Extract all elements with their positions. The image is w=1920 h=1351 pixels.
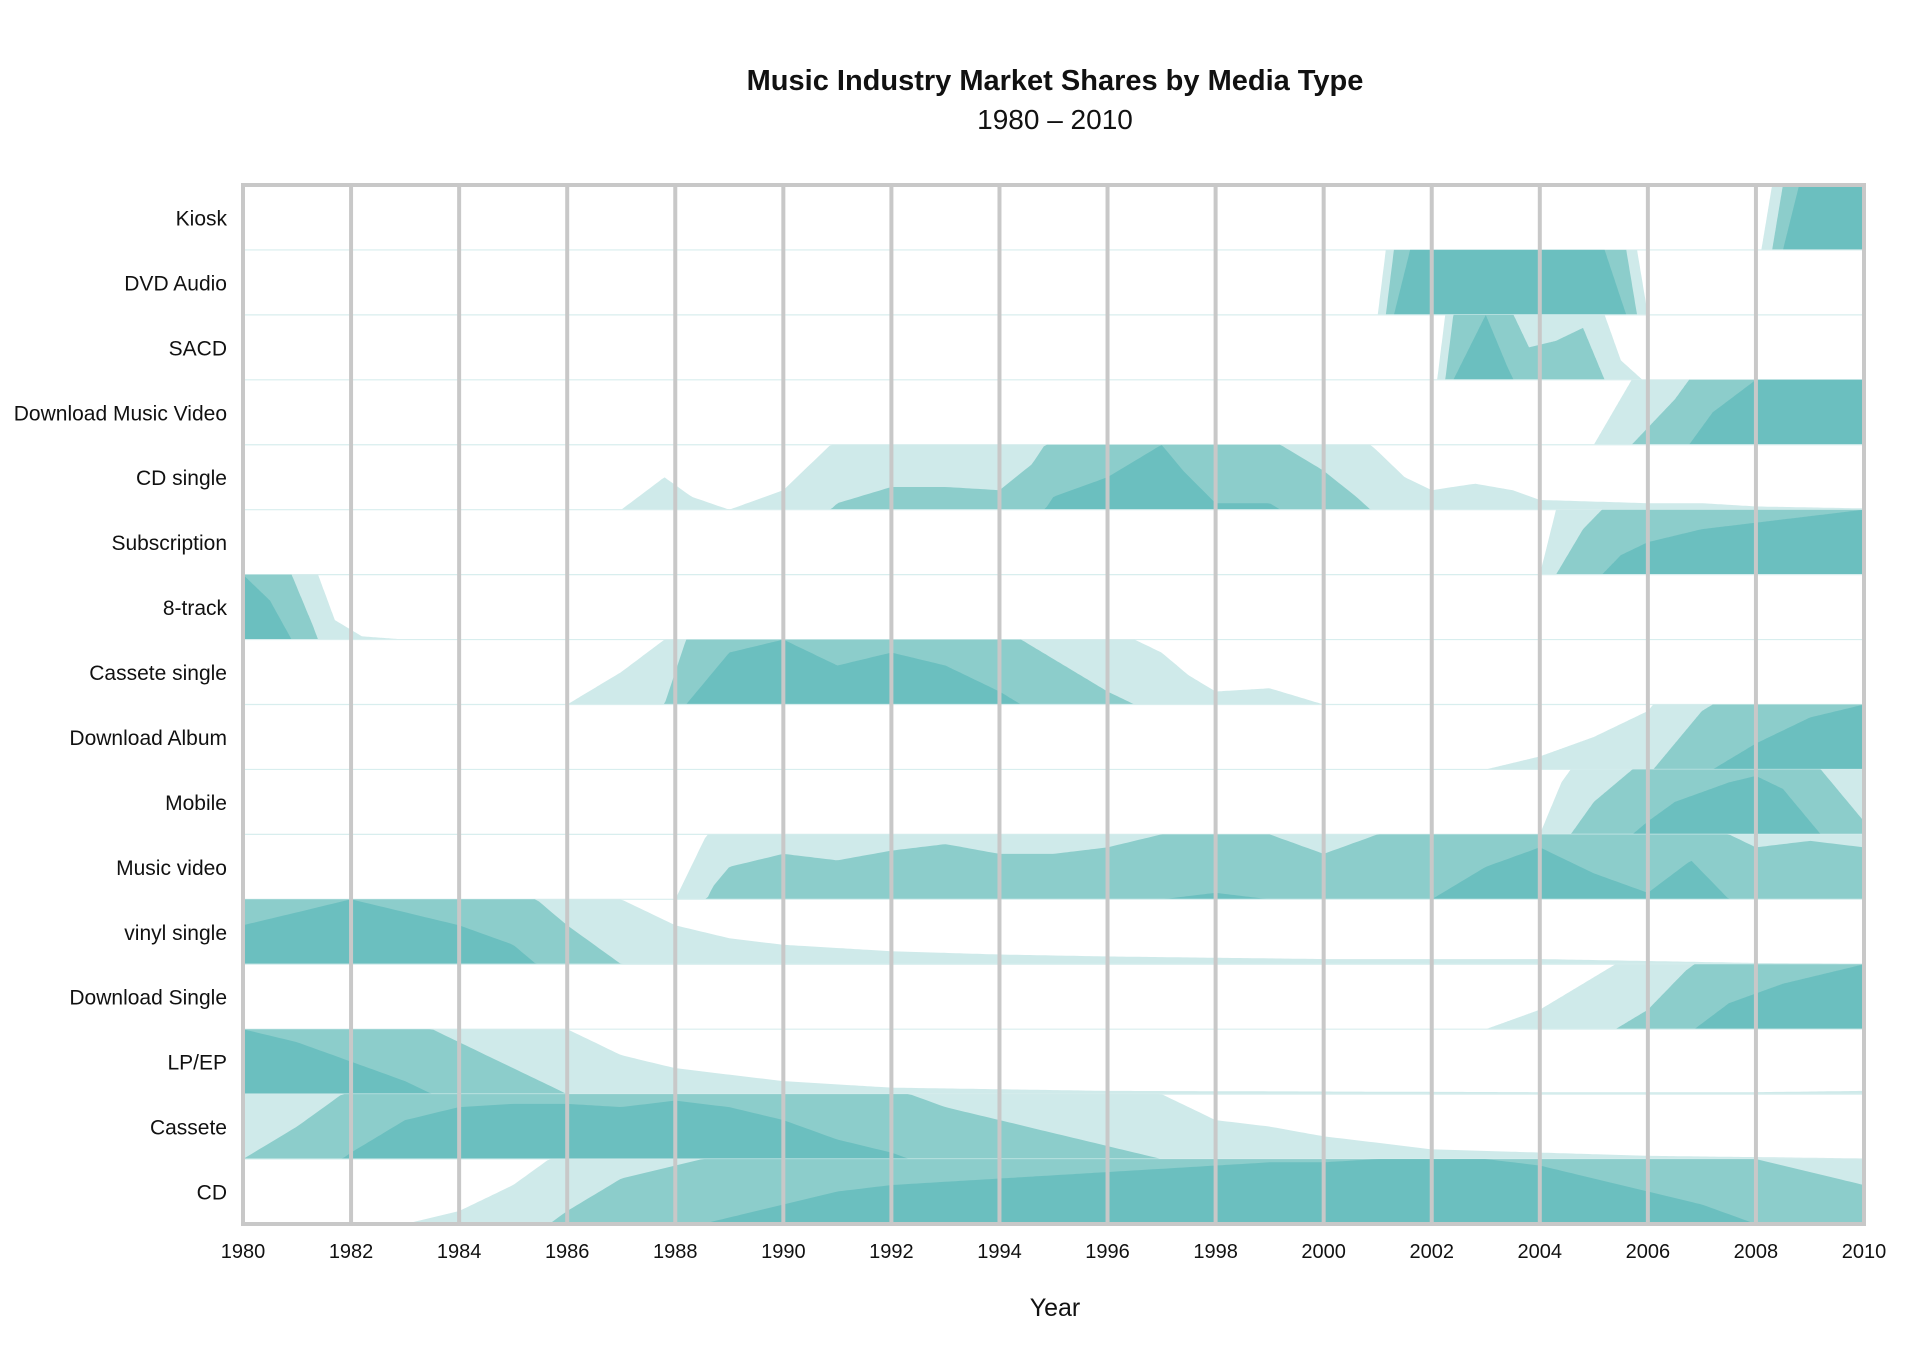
- row-8-track: [243, 574, 1864, 641]
- x-tick-2004: 2004: [1518, 1241, 1563, 1263]
- x-tick-2002: 2002: [1409, 1241, 1454, 1263]
- x-axis-label: Year: [1030, 1294, 1081, 1322]
- x-tick-1988: 1988: [653, 1241, 698, 1263]
- area-vinyl-single-dark-band: [243, 899, 1864, 965]
- area-lp-ep-dark-band: [243, 1029, 1864, 1095]
- area-music-video-dark-band: [675, 847, 1864, 900]
- area-dvd-audio-dark-band: [1377, 249, 1648, 315]
- row-subscription: [243, 509, 1864, 576]
- ridgeline-rows: [243, 185, 1865, 1225]
- row-lp-ep: [243, 1029, 1864, 1095]
- x-tick-1984: 1984: [437, 1241, 482, 1263]
- chart-title: Music Industry Market Shares by Media Ty…: [747, 65, 1364, 97]
- area-8-track-dark-band: [243, 574, 406, 640]
- row-label-download-album: Download Album: [69, 727, 227, 750]
- row-label-download-music-video: Download Music Video: [14, 402, 227, 425]
- chart-subtitle: 1980 – 2010: [977, 104, 1133, 135]
- row-label-kiosk: Kiosk: [176, 207, 228, 230]
- x-tick-labels: 1980 1982 1984 1986 1988 1990 1992 1994 1996 1998…: [221, 1241, 1887, 1263]
- row-label-8-track: 8-track: [163, 597, 228, 620]
- x-tick-1982: 1982: [329, 1241, 374, 1263]
- area-mobile-dark-band: [1539, 776, 1864, 835]
- row-kiosk: [243, 185, 1864, 251]
- x-tick-1986: 1986: [545, 1241, 590, 1263]
- row-cd-single: [243, 444, 1865, 511]
- area-kiosk-dark-band: [1761, 185, 1864, 250]
- area-download-single-dark-band: [1485, 964, 1864, 1030]
- area-8-track-medium-band: [243, 574, 406, 640]
- row-mobile: [243, 769, 1864, 835]
- row-label-subscription: Subscription: [111, 532, 227, 555]
- row-vinyl-single: [243, 899, 1864, 965]
- row-cassete-single: [243, 639, 1864, 706]
- x-tick-1994: 1994: [977, 1241, 1022, 1263]
- area-vinyl-single-light-band: [243, 899, 1864, 965]
- row-label-download-single: Download Single: [69, 987, 227, 1010]
- area-lp-ep-light-band: [243, 1029, 1864, 1095]
- row-labels: Kiosk DVD Audio SACD Download Music Video CD…: [14, 207, 228, 1204]
- plot-border: [241, 183, 1866, 1226]
- row-label-music-video: Music video: [116, 857, 227, 880]
- row-label-cd: CD: [197, 1182, 227, 1205]
- row-label-cd-single: CD single: [136, 467, 227, 490]
- x-tick-2006: 2006: [1626, 1241, 1671, 1263]
- row-label-cassete: Cassete: [150, 1117, 227, 1140]
- area-download-music-video-dark-band: [1593, 379, 1864, 445]
- row-download-album: [243, 704, 1864, 771]
- row-label-lp-ep: LP/EP: [167, 1052, 227, 1075]
- row-cd: [243, 1159, 1865, 1225]
- x-tick-2000: 2000: [1301, 1241, 1346, 1263]
- row-download-music-video: [243, 379, 1864, 446]
- row-label-mobile: Mobile: [165, 792, 227, 815]
- area-cassete-dark-band: [243, 1100, 1864, 1160]
- area-sacd-dark-band: [1437, 315, 1643, 380]
- row-dvd-audio: [243, 249, 1864, 316]
- x-tick-1990: 1990: [761, 1241, 806, 1263]
- area-cd-dark-band: [405, 1159, 1865, 1224]
- x-tick-1992: 1992: [869, 1241, 914, 1263]
- row-label-sacd: SACD: [169, 337, 227, 360]
- area-download-album-dark-band: [1485, 704, 1864, 770]
- area-subscription-dark-band: [1539, 509, 1864, 575]
- x-tick-1996: 1996: [1085, 1241, 1130, 1263]
- area-cd-single-medium-band: [621, 444, 1865, 510]
- row-label-dvd-audio: DVD Audio: [124, 272, 227, 295]
- x-tick-1998: 1998: [1193, 1241, 1238, 1263]
- row-download-single: [243, 964, 1864, 1030]
- vertical-gridlines: [349, 185, 1758, 1224]
- row-label-vinyl-single: vinyl single: [124, 922, 227, 945]
- area-cassete-single-dark-band: [567, 639, 1324, 705]
- x-tick-2008: 2008: [1734, 1241, 1779, 1263]
- x-tick-1980: 1980: [221, 1241, 266, 1263]
- row-cassete: [243, 1094, 1864, 1160]
- x-tick-2010: 2010: [1842, 1241, 1887, 1263]
- row-label-cassete-single: Cassete single: [89, 662, 227, 685]
- plot-frame: [241, 183, 1866, 1226]
- row-music-video: [243, 834, 1864, 900]
- row-sacd: [243, 314, 1864, 381]
